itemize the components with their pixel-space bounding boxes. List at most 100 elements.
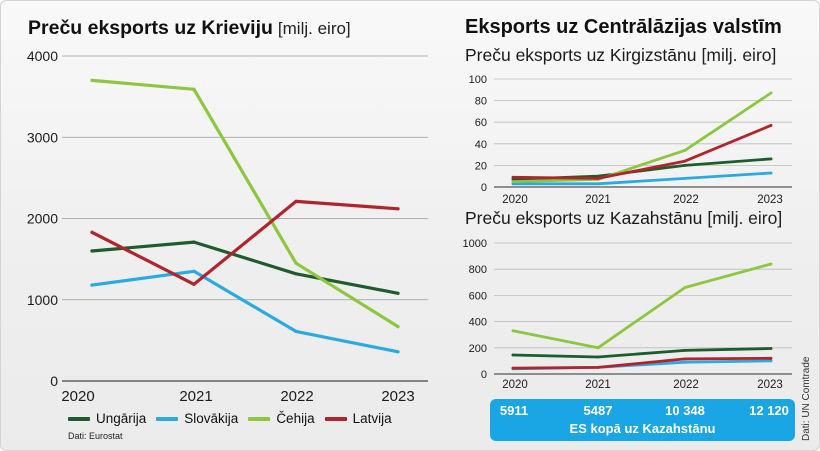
data-point (294, 272, 298, 276)
data-point (683, 349, 687, 352)
legend-item-slovakija: Slovākija (156, 411, 238, 426)
data-point (511, 180, 515, 184)
data-point (596, 355, 600, 359)
data-point (294, 329, 298, 333)
data-point (683, 286, 687, 289)
kyrgyzstan-chart-title: Preču eksports uz Kirgizstānu [milj. eiro… (465, 44, 776, 66)
data-point (294, 261, 298, 265)
series-latvija (511, 356, 773, 370)
kazakhstan-x-axis: 2020 2021 2022 2023 (502, 379, 783, 391)
series-line-latvija (511, 356, 773, 370)
y-tick-label: 40 (475, 139, 487, 151)
series-slovakija (511, 171, 773, 186)
kazakhstan-totals-box: 5911 5487 10 348 12 120 ES kopā uz Kazah… (490, 399, 795, 441)
data-point (596, 177, 600, 180)
x-tick-label: 2022 (280, 388, 313, 405)
data-point (90, 78, 94, 82)
total-value-2021: 5487 (583, 403, 613, 418)
y-tick-label: 0 (50, 373, 58, 389)
data-point (192, 282, 196, 286)
kyrgyzstan-title-text: Preču eksports uz Kirgizstānu (465, 45, 697, 65)
legend-item-latvija: Latvija (324, 411, 392, 426)
kazakhstan-title-text: Preču eksports uz Kazahstānu (465, 208, 703, 228)
russia-x-axis: 2020 2021 2022 2023 (61, 388, 414, 405)
totals-label: ES kopā uz Kazahstānu (569, 421, 716, 436)
kazakhstan-title-unit: [milj. eiro] (707, 208, 783, 228)
y-tick-label: 4000 (27, 48, 58, 64)
series-cehija (511, 262, 773, 350)
legend-label: Čehija (276, 411, 315, 426)
kyrgyzstan-x-axis: 2020 2021 2022 2023 (502, 194, 783, 206)
x-tick-label: 2022 (673, 194, 699, 206)
x-tick-label: 2022 (673, 379, 699, 391)
data-point (769, 359, 773, 363)
x-tick-label: 2020 (502, 379, 528, 391)
series-cehija (90, 78, 400, 329)
kazakhstan-chart-title: Preču eksports uz Kazahstānu [milj. eiro] (465, 207, 782, 229)
y-tick-label: 0 (481, 182, 487, 194)
data-point (596, 182, 600, 186)
data-point (90, 249, 94, 253)
y-tick-label: 3000 (27, 129, 58, 145)
kazakhstan-y-axis: 0 200 400 600 800 1000 (463, 238, 792, 381)
y-tick-label: 80 (475, 96, 487, 108)
legend-swatch (68, 416, 90, 421)
x-tick-label: 2023 (757, 194, 783, 206)
x-tick-label: 2021 (585, 379, 611, 391)
legend-label: Ungārija (96, 411, 147, 426)
data-point (396, 350, 400, 354)
data-point (769, 356, 773, 360)
series-line-cehija (511, 262, 773, 350)
data-point (192, 87, 196, 91)
kyrgyzstan-title-unit: [milj. eiro] (701, 45, 777, 65)
data-point (769, 157, 773, 161)
kyrgyzstan-chart: 0 20 40 60 80 100 2020 2021 2022 2023 (469, 74, 792, 206)
x-tick-label: 2021 (179, 388, 212, 405)
y-tick-label: 20 (475, 160, 487, 172)
data-point (683, 360, 687, 364)
data-point (683, 177, 687, 180)
y-tick-label: 0 (481, 369, 487, 381)
data-point (90, 230, 94, 234)
data-point (683, 164, 687, 167)
legend-label: Slovākija (184, 411, 239, 426)
series-line-ungarija (511, 347, 773, 359)
y-tick-label: 60 (475, 117, 487, 129)
russia-y-axis: 0 1000 2000 3000 4000 (27, 48, 428, 389)
series-latvija (90, 199, 400, 286)
legend-swatch (324, 416, 347, 421)
legend-swatch (156, 416, 179, 421)
x-tick-label: 2023 (381, 388, 414, 405)
legend-item-ungarija: Ungārija (68, 411, 146, 426)
y-tick-label: 1000 (27, 292, 58, 308)
y-tick-label: 400 (469, 317, 487, 329)
data-point (769, 262, 773, 266)
data-point (769, 91, 773, 95)
legend-label: Latvija (352, 411, 392, 426)
data-point (192, 240, 196, 244)
total-value-2020: 5911 (499, 403, 529, 418)
data-point (511, 353, 515, 357)
x-tick-label: 2023 (757, 379, 783, 391)
series-latvija (511, 124, 773, 180)
data-point (683, 159, 687, 163)
x-tick-label: 2021 (585, 194, 611, 206)
data-point (596, 346, 600, 350)
legend: Ungārija Slovākija Čehija Latvija (68, 411, 392, 426)
series-line-slovakija (90, 269, 400, 354)
russia-title-unit: [milj. eiro] (277, 19, 351, 38)
data-point (511, 329, 515, 333)
y-tick-label: 200 (469, 343, 487, 355)
data-point (769, 347, 773, 350)
data-point (511, 182, 515, 186)
data-point (192, 269, 196, 273)
data-point (294, 199, 298, 203)
series-line-cehija (511, 91, 773, 184)
data-point (683, 357, 687, 361)
data-point (396, 325, 400, 329)
total-value-2023: 12 120 (749, 403, 789, 418)
data-point (683, 148, 687, 152)
total-value-2022: 10 348 (665, 403, 705, 418)
data-point (769, 124, 773, 127)
